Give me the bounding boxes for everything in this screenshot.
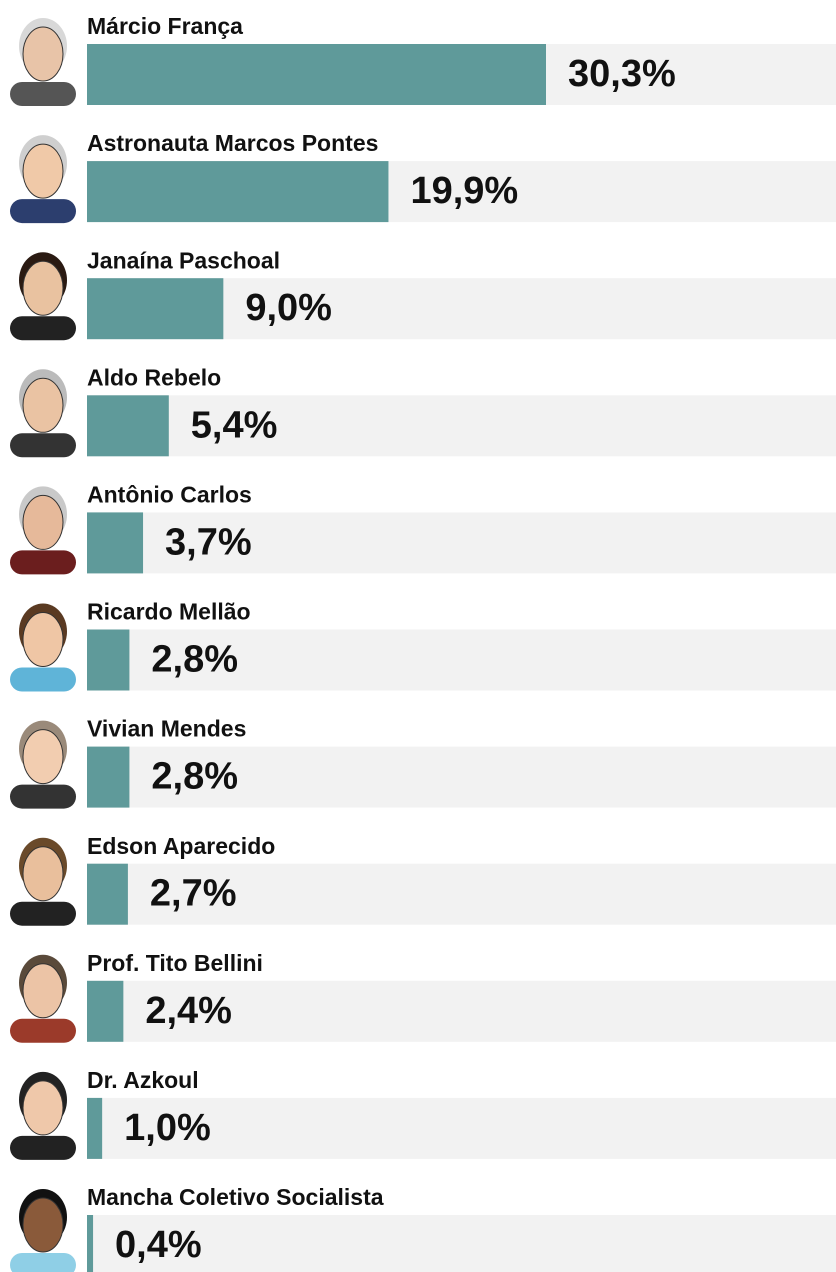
portrait-body — [10, 316, 76, 341]
bar — [87, 863, 128, 925]
portrait-body — [10, 1253, 76, 1272]
bar — [87, 1215, 94, 1272]
value-label: 2,8% — [151, 756, 238, 798]
portrait-body — [10, 1135, 76, 1160]
portrait-face — [22, 377, 64, 433]
portrait-face — [22, 729, 64, 785]
portrait-face — [22, 143, 64, 199]
candidate-name: Janaína Paschoal — [87, 247, 280, 273]
portrait — [10, 1071, 76, 1160]
bar-background — [87, 980, 836, 1042]
candidate-name: Ricardo Mellão — [87, 599, 251, 625]
bar — [87, 161, 389, 223]
bar — [87, 980, 124, 1042]
portrait — [10, 954, 76, 1043]
portrait — [10, 369, 76, 458]
bar — [87, 395, 169, 457]
bar-background — [87, 512, 836, 574]
portrait-body — [10, 433, 76, 458]
value-label: 2,7% — [150, 873, 237, 915]
bar — [87, 278, 224, 340]
bar-background — [87, 746, 836, 808]
portrait-body — [10, 550, 76, 575]
candidate-row: Ricardo Mellão 2,8% — [10, 599, 836, 692]
value-label: 5,4% — [191, 404, 278, 446]
portrait-face — [22, 494, 64, 550]
portrait — [10, 135, 76, 224]
portrait-face — [22, 260, 64, 316]
portrait-face — [22, 846, 64, 902]
value-label: 3,7% — [165, 521, 252, 563]
portrait-face — [22, 1197, 64, 1253]
portrait-body — [10, 667, 76, 692]
bar — [87, 746, 130, 808]
candidate-name: Edson Aparecido — [87, 833, 275, 859]
candidate-row: Edson Aparecido 2,7% — [10, 833, 836, 926]
candidate-name: Dr. Azkoul — [87, 1067, 199, 1093]
bar — [87, 512, 144, 574]
bar-background — [87, 863, 836, 925]
portrait-body — [10, 82, 76, 106]
portrait — [10, 603, 76, 692]
portrait-body — [10, 199, 76, 224]
bar-background — [87, 629, 836, 691]
candidate-row: Dr. Azkoul 1,0% — [10, 1067, 836, 1160]
portrait-body — [10, 901, 76, 926]
candidate-row: Vivian Mendes 2,8% — [10, 716, 836, 809]
value-label: 9,0% — [245, 287, 332, 329]
portrait-face — [22, 963, 64, 1019]
portrait-body — [10, 1018, 76, 1043]
candidate-name: Mancha Coletivo Socialista — [87, 1184, 384, 1210]
candidate-row: Aldo Rebelo 5,4% — [10, 364, 836, 458]
candidate-row: Antônio Carlos 3,7% — [10, 481, 836, 575]
portrait — [10, 1189, 76, 1272]
candidate-name: Antônio Carlos — [87, 481, 252, 507]
value-label: 2,8% — [151, 639, 238, 681]
candidate-row: Márcio França 30,3% — [10, 13, 836, 106]
candidate-row: Prof. Tito Bellini 2,4% — [10, 950, 836, 1043]
candidate-row: Astronauta Marcos Pontes 19,9% — [10, 130, 836, 224]
value-label: 19,9% — [410, 170, 518, 212]
candidate-row: Janaína Paschoal 9,0% — [10, 247, 836, 341]
bar — [87, 1097, 103, 1159]
portrait-face — [22, 612, 64, 667]
portrait — [10, 18, 76, 106]
portrait-face — [22, 1080, 64, 1136]
candidate-name: Astronauta Marcos Pontes — [87, 130, 378, 156]
portrait-face — [22, 26, 64, 82]
bar-background — [87, 1215, 836, 1272]
bar — [87, 44, 546, 105]
bar-background — [87, 395, 836, 457]
value-label: 1,0% — [124, 1107, 211, 1149]
value-label: 30,3% — [568, 53, 676, 95]
portrait — [10, 837, 76, 926]
portrait — [10, 252, 76, 341]
portrait — [10, 486, 76, 575]
bar-background — [87, 1097, 836, 1159]
candidate-name: Aldo Rebelo — [87, 364, 221, 390]
candidate-name: Prof. Tito Bellini — [87, 950, 263, 976]
candidate-name: Márcio França — [87, 13, 243, 39]
bar — [87, 629, 130, 691]
value-label: 2,4% — [145, 990, 232, 1032]
candidate-row: Mancha Coletivo Socialista 0,4% — [10, 1184, 836, 1272]
candidate-name: Vivian Mendes — [87, 716, 246, 742]
portrait — [10, 720, 76, 809]
portrait-body — [10, 784, 76, 809]
value-label: 0,4% — [115, 1224, 202, 1266]
